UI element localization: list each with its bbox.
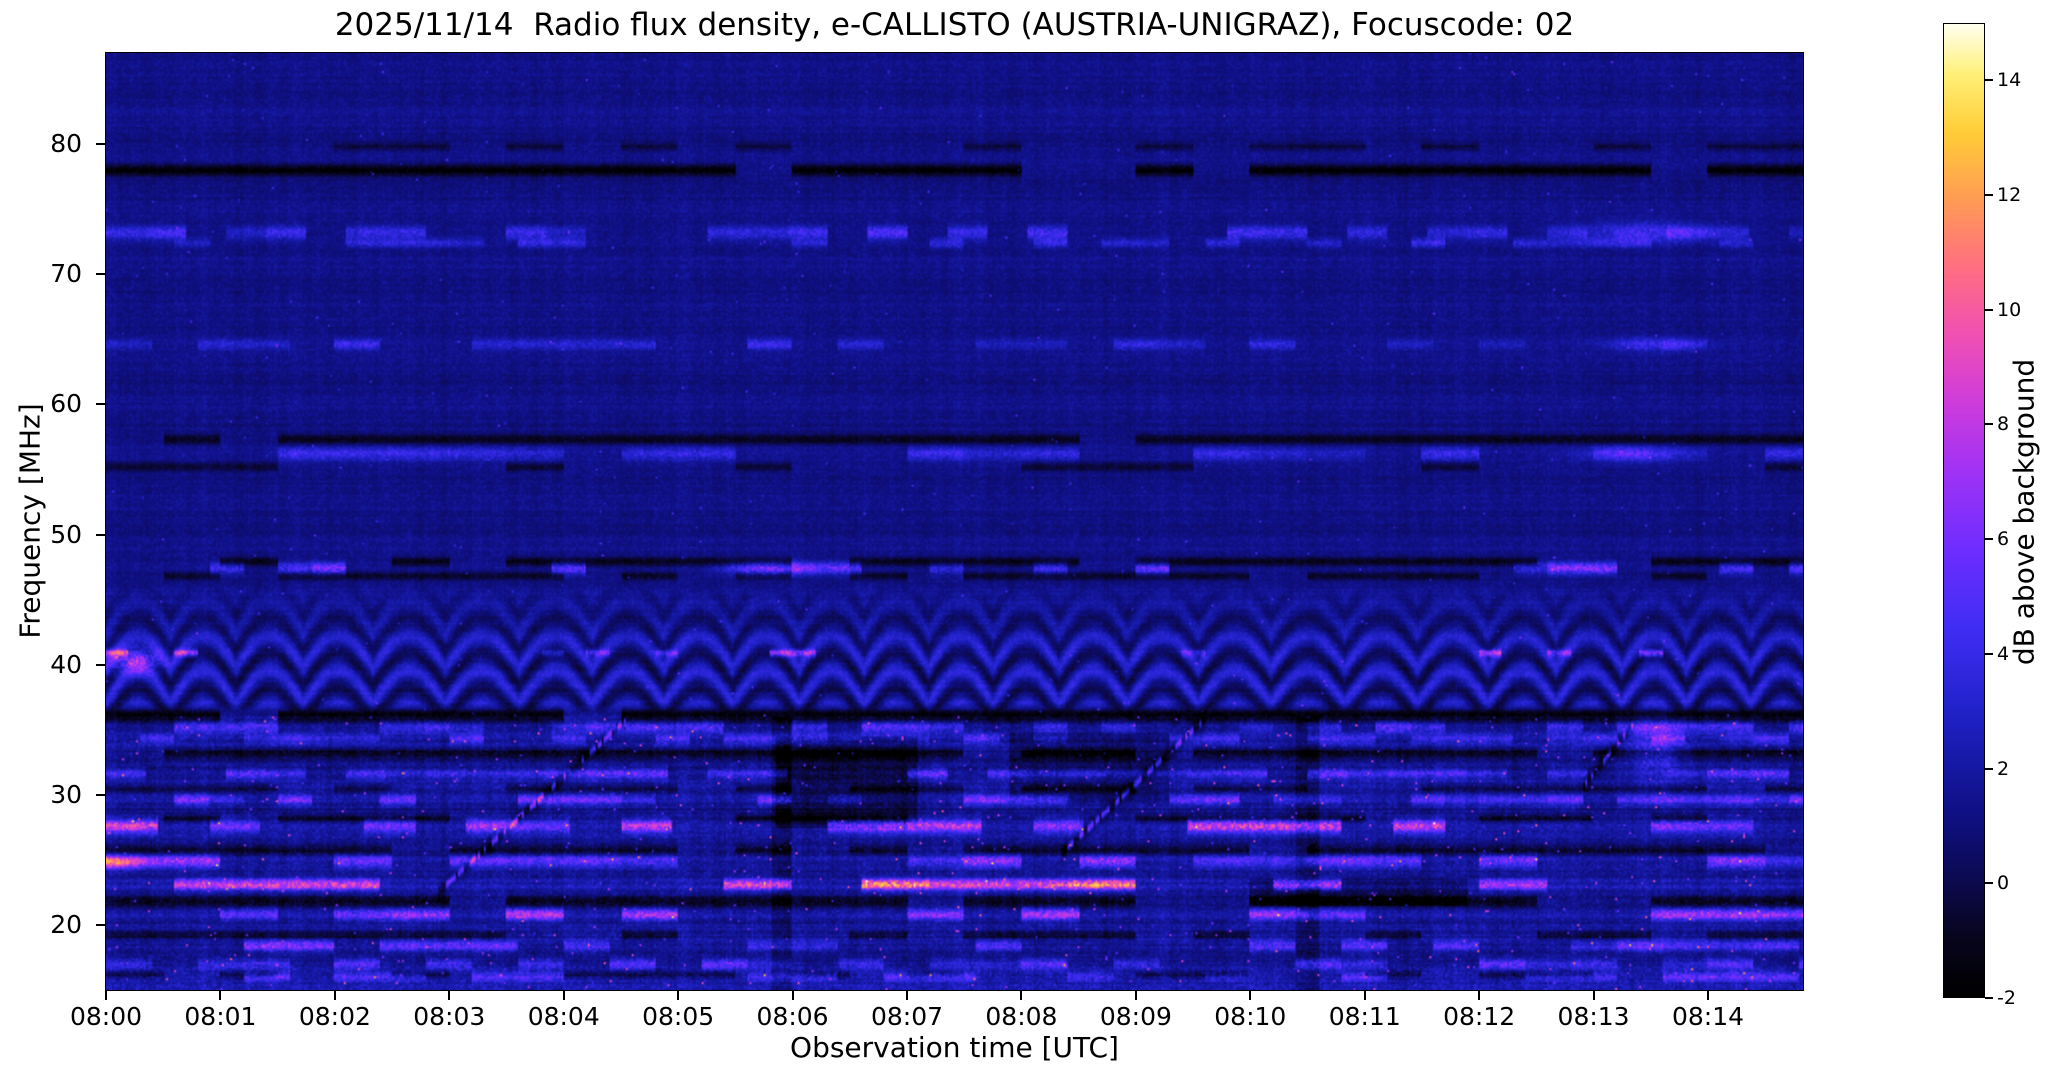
x-axis-label: Observation time [UTC] — [790, 1031, 1119, 1064]
x-tick-mark — [677, 991, 680, 1000]
colorbar-tick-label: 14 — [1997, 69, 2022, 92]
x-tick-mark — [1249, 991, 1252, 1000]
x-tick-mark — [219, 991, 222, 1000]
x-tick-label: 08:00 — [69, 1002, 143, 1031]
colorbar-tick-mark — [1985, 538, 1993, 541]
x-tick-mark — [105, 991, 107, 1000]
colorbar-tick-label: 12 — [1997, 184, 2022, 207]
x-tick-mark — [1363, 991, 1366, 1000]
colorbar-tick-label: 10 — [1997, 298, 2022, 321]
y-tick-mark — [96, 143, 105, 146]
x-tick-label: 08:01 — [184, 1002, 257, 1031]
y-tick-label: 50 — [50, 519, 82, 549]
y-tick-mark — [96, 533, 105, 536]
colorbar-tick-mark — [1985, 767, 1993, 770]
y-axis-label: Frequency [MHz] — [13, 403, 47, 639]
x-tick-mark — [1592, 991, 1595, 1000]
y-tick-mark — [96, 273, 105, 276]
colorbar-tick-label: 8 — [1997, 413, 2010, 436]
y-tick-mark — [96, 793, 105, 796]
colorbar-tick-label: -2 — [1997, 987, 2016, 1009]
colorbar — [1943, 23, 1985, 998]
colorbar-tick-label: 6 — [1997, 528, 2010, 551]
x-tick-label: 08:14 — [1671, 1002, 1745, 1031]
spectrogram-canvas — [106, 53, 1803, 990]
x-tick-label: 08:06 — [756, 1002, 829, 1031]
x-tick-label: 08:03 — [413, 1002, 486, 1031]
colorbar-tick-mark — [1985, 882, 1993, 885]
x-tick-label: 08:11 — [1328, 1002, 1401, 1031]
colorbar-tick-mark — [1985, 652, 1993, 655]
colorbar-tick-mark — [1985, 997, 1993, 999]
y-tick-label: 70 — [50, 259, 82, 289]
x-tick-mark — [333, 991, 336, 1000]
colorbar-tick-mark — [1985, 423, 1993, 426]
y-tick-label: 30 — [50, 779, 82, 809]
x-tick-label: 08:05 — [642, 1002, 715, 1031]
y-tick-mark — [96, 663, 105, 666]
x-tick-label: 08:04 — [527, 1002, 600, 1031]
x-tick-label: 08:09 — [1099, 1002, 1172, 1031]
x-tick-label: 08:07 — [870, 1002, 944, 1031]
x-tick-label: 08:13 — [1557, 1002, 1630, 1031]
colorbar-tick-label: 0 — [1997, 872, 2010, 895]
x-tick-mark — [791, 991, 794, 1000]
x-tick-mark — [1134, 991, 1137, 1000]
x-tick-label: 08:02 — [298, 1002, 371, 1031]
y-tick-label: 60 — [50, 389, 82, 419]
colorbar-tick-mark — [1985, 194, 1993, 197]
colorbar-tick-label: 2 — [1997, 757, 2010, 780]
colorbar-label: dB above background — [2007, 358, 2041, 666]
y-tick-label: 80 — [50, 129, 82, 159]
colorbar-tick-mark — [1985, 79, 1993, 82]
colorbar-tick-mark — [1985, 308, 1993, 311]
plot-area — [105, 52, 1804, 991]
x-tick-mark — [906, 991, 908, 1000]
x-tick-mark — [562, 991, 565, 1000]
colorbar-canvas — [1944, 24, 1984, 997]
y-tick-label: 20 — [50, 909, 82, 939]
chart-title: 2025/11/14 Radio flux density, e-CALLIST… — [334, 7, 1575, 43]
x-tick-label: 08:08 — [985, 1002, 1058, 1031]
x-tick-label: 08:12 — [1443, 1002, 1516, 1031]
x-tick-mark — [1020, 991, 1023, 1000]
y-tick-mark — [96, 923, 105, 926]
x-tick-mark — [1707, 991, 1710, 1000]
x-tick-label: 08:10 — [1214, 1002, 1287, 1031]
y-tick-mark — [96, 403, 105, 406]
x-tick-mark — [448, 991, 451, 1000]
x-tick-mark — [1478, 991, 1481, 1000]
y-tick-label: 40 — [50, 649, 82, 679]
colorbar-tick-label: 4 — [1997, 642, 2010, 665]
